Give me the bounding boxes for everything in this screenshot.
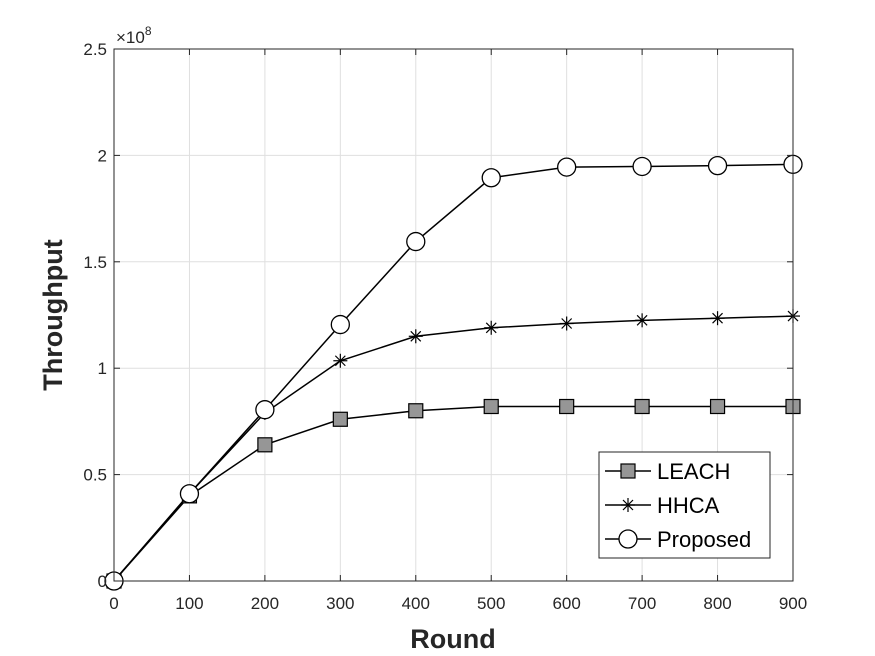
data-point-hhca <box>409 329 423 343</box>
y-tick-label: 1 <box>98 359 107 378</box>
data-point-leach <box>258 438 272 452</box>
y-tick-label: 0.5 <box>83 466 107 485</box>
legend: LEACH HHCA Proposed <box>599 452 770 558</box>
legend-marker-leach <box>621 464 635 478</box>
x-tick-label: 200 <box>251 594 279 613</box>
x-tick-label: 800 <box>703 594 731 613</box>
data-point-hhca <box>484 321 498 335</box>
data-point-leach <box>560 400 574 414</box>
x-tick-label: 700 <box>628 594 656 613</box>
data-point-proposed <box>331 316 349 334</box>
legend-marker-hhca <box>621 498 635 512</box>
data-point-leach <box>484 400 498 414</box>
legend-label-proposed: Proposed <box>657 527 751 552</box>
y-axis-title: Throughput <box>38 239 68 390</box>
y-tick-label: 1.5 <box>83 253 107 272</box>
x-tick-label: 300 <box>326 594 354 613</box>
data-point-proposed <box>180 485 198 503</box>
data-point-hhca <box>560 317 574 331</box>
x-tick-label: 900 <box>779 594 807 613</box>
legend-label-leach: LEACH <box>657 459 730 484</box>
data-point-hhca <box>711 311 725 325</box>
x-axis-title: Round <box>410 624 495 654</box>
y-tick-label: 0 <box>98 572 107 591</box>
data-point-leach <box>635 400 649 414</box>
data-point-leach <box>711 400 725 414</box>
data-point-proposed <box>558 158 576 176</box>
data-point-hhca <box>333 354 347 368</box>
x-tick-label: 500 <box>477 594 505 613</box>
data-point-leach <box>409 404 423 418</box>
legend-item-proposed: Proposed <box>605 527 751 552</box>
y-tick-label: 2.5 <box>83 40 107 59</box>
legend-marker-proposed <box>619 530 637 548</box>
y-tick-label: 2 <box>98 146 107 165</box>
data-point-proposed <box>633 157 651 175</box>
x-tick-label: 400 <box>402 594 430 613</box>
data-point-hhca <box>635 313 649 327</box>
x-tick-label: 600 <box>552 594 580 613</box>
x-tick-label: 0 <box>109 594 118 613</box>
legend-label-hhca: HHCA <box>657 493 720 518</box>
data-point-proposed <box>407 233 425 251</box>
data-point-proposed <box>709 157 727 175</box>
x-tick-label: 100 <box>175 594 203 613</box>
data-point-proposed <box>256 401 274 419</box>
data-point-proposed <box>482 169 500 187</box>
data-point-leach <box>333 412 347 426</box>
